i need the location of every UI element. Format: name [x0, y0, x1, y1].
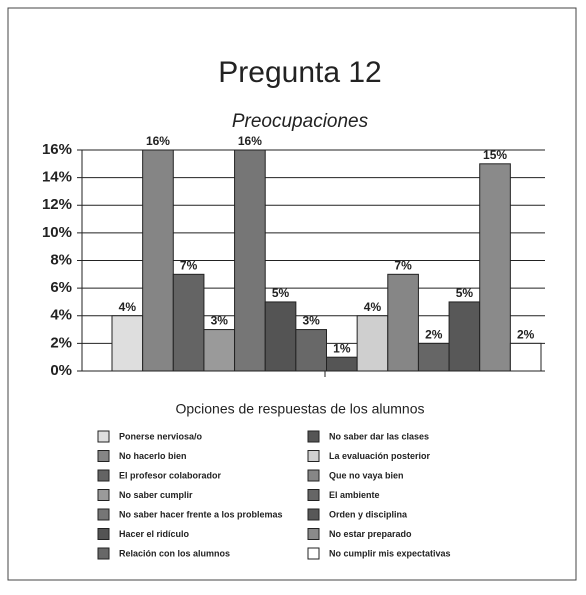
legend-label: Ponerse nerviosa/o [119, 431, 203, 441]
bar [509, 342, 542, 372]
legend-swatch [307, 469, 320, 482]
legend-swatch [307, 508, 320, 521]
legend-label: No saber dar las clases [329, 431, 429, 441]
value-label: 3% [211, 314, 229, 328]
legend-swatch [97, 430, 110, 443]
legend-label: No cumplir mis expectativas [329, 548, 451, 558]
bar [448, 301, 481, 372]
legend-swatch [307, 450, 320, 462]
bar [387, 273, 419, 372]
bar [203, 329, 236, 372]
bar [356, 315, 389, 372]
bar [295, 329, 328, 372]
legend-swatch [307, 528, 320, 540]
legend-swatch [307, 547, 320, 560]
bar [111, 315, 144, 372]
legend-label: No saber hacer frente a los problemas [119, 509, 283, 519]
y-tick-label: 12% [42, 196, 72, 213]
y-tick-label: 4% [50, 307, 72, 324]
bar [264, 301, 297, 372]
value-label: 7% [180, 258, 198, 272]
y-tick-label: 2% [50, 334, 72, 351]
legend-label: La evaluación posterior [329, 451, 431, 461]
y-tick-label: 16% [42, 141, 72, 158]
legend-label: Orden y disciplina [329, 509, 408, 519]
bar [142, 149, 174, 372]
y-tick-label: 14% [42, 169, 72, 186]
legend-swatch [307, 430, 320, 443]
legend-label: Que no vaya bien [329, 470, 404, 480]
value-label: 2% [517, 328, 535, 342]
value-label: 16% [146, 134, 170, 148]
bar [234, 149, 266, 372]
legend-swatch [307, 489, 320, 501]
legend-swatch [97, 489, 110, 501]
value-label: 5% [272, 286, 290, 300]
legend-label: No estar preparado [329, 529, 412, 539]
chart-title: Pregunta 12 [218, 56, 381, 89]
legend-swatch [97, 508, 110, 521]
value-label: 1% [333, 341, 351, 355]
legend-swatch [97, 547, 110, 560]
bar [172, 273, 205, 372]
legend-label: No hacerlo bien [119, 451, 187, 461]
x-axis-label: Opciones de respuestas de los alumnos [175, 401, 424, 417]
value-label: 4% [364, 300, 382, 314]
legend-swatch [97, 450, 110, 462]
value-label: 4% [119, 300, 137, 314]
value-label: 2% [425, 328, 443, 342]
bar [326, 356, 358, 372]
value-label: 7% [394, 258, 412, 272]
legend-label: No saber cumplir [119, 490, 193, 500]
bar [417, 342, 450, 372]
y-tick-label: 0% [50, 362, 72, 379]
legend-label: Hacer el ridículo [119, 529, 190, 539]
legend-swatch [97, 469, 110, 482]
value-label: 15% [483, 148, 507, 162]
legend-label: El profesor colaborador [119, 470, 222, 480]
chart-subtitle: Preocupaciones [232, 111, 369, 132]
legend-label: El ambiente [329, 490, 380, 500]
value-label: 3% [303, 314, 321, 328]
frame [7, 7, 577, 581]
value-label: 16% [238, 134, 262, 148]
bar [479, 163, 511, 372]
y-tick-label: 6% [50, 279, 72, 296]
legend-swatch [97, 528, 110, 540]
legend-label: Relación con los alumnos [119, 548, 230, 558]
y-tick-label: 10% [42, 224, 72, 241]
value-label: 5% [456, 286, 474, 300]
y-tick-label: 8% [50, 251, 72, 268]
